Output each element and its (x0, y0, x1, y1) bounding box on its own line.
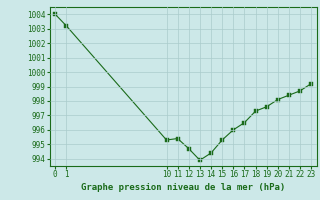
X-axis label: Graphe pression niveau de la mer (hPa): Graphe pression niveau de la mer (hPa) (81, 183, 285, 192)
